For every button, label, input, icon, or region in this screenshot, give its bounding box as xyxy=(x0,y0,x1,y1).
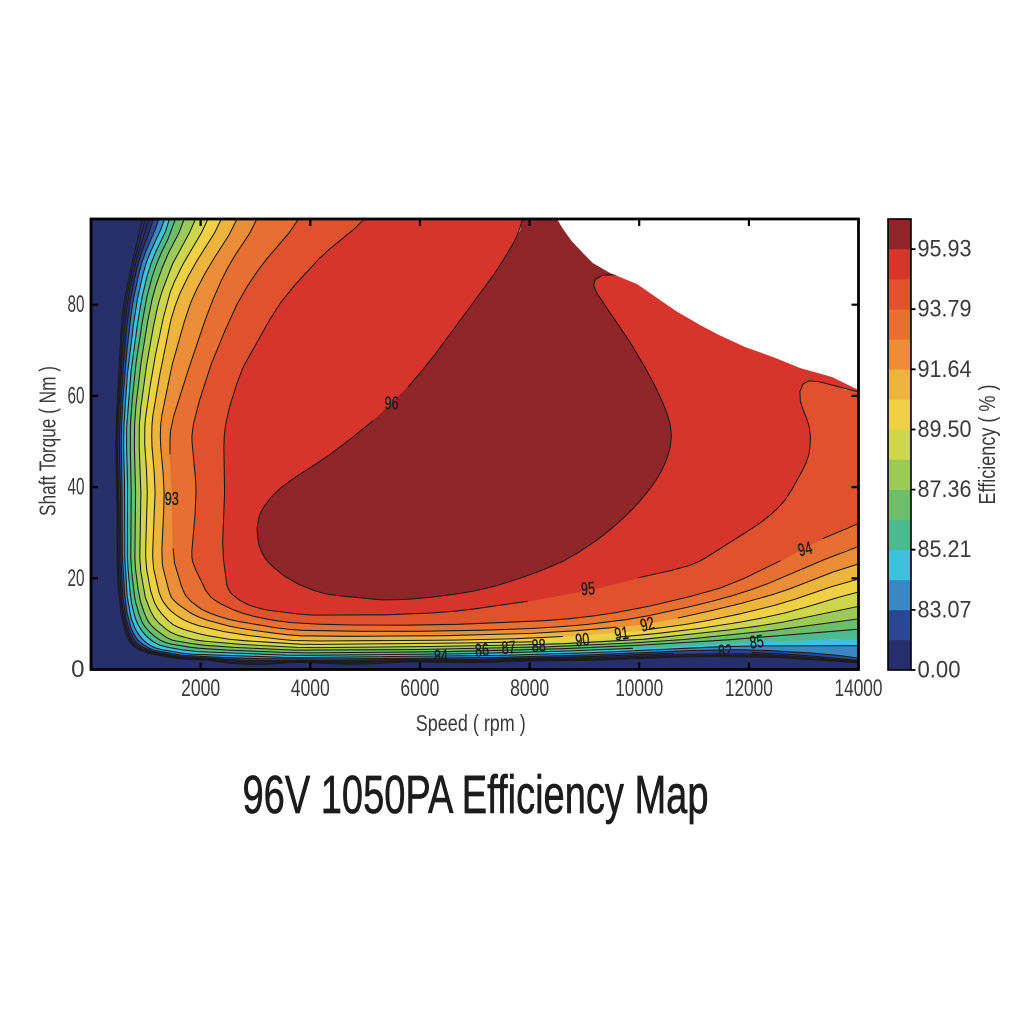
svg-text:91.64: 91.64 xyxy=(918,356,972,383)
svg-text:85: 85 xyxy=(748,631,765,653)
svg-text:86: 86 xyxy=(474,640,489,661)
svg-text:40: 40 xyxy=(68,474,85,501)
svg-text:10000: 10000 xyxy=(615,675,663,702)
svg-text:85.21: 85.21 xyxy=(918,536,972,563)
svg-text:96: 96 xyxy=(385,394,399,414)
svg-text:87.36: 87.36 xyxy=(918,476,972,503)
svg-text:Speed ( rpm ): Speed ( rpm ) xyxy=(416,710,526,736)
svg-text:12000: 12000 xyxy=(725,675,773,702)
svg-text:60: 60 xyxy=(68,382,85,409)
svg-text:80: 80 xyxy=(68,291,85,318)
svg-text:Shaft Torque ( Nm ): Shaft Torque ( Nm ) xyxy=(35,366,61,516)
svg-text:20: 20 xyxy=(68,565,85,592)
svg-text:84: 84 xyxy=(433,646,448,667)
svg-text:0: 0 xyxy=(71,656,84,683)
svg-text:83.07: 83.07 xyxy=(918,596,972,623)
svg-text:95: 95 xyxy=(580,578,595,599)
svg-text:91: 91 xyxy=(613,623,630,645)
svg-text:8000: 8000 xyxy=(510,675,549,702)
svg-text:Efficiency ( % ): Efficiency ( % ) xyxy=(974,385,1000,505)
svg-text:87: 87 xyxy=(501,637,516,658)
svg-text:88: 88 xyxy=(531,635,546,656)
svg-text:90: 90 xyxy=(574,629,590,650)
svg-text:89.50: 89.50 xyxy=(918,416,972,443)
svg-text:95.93: 95.93 xyxy=(918,236,972,263)
svg-text:93.79: 93.79 xyxy=(918,296,972,323)
svg-text:93: 93 xyxy=(165,489,179,509)
svg-text:96V 1050PA Efficiency Map: 96V 1050PA Efficiency Map xyxy=(243,765,709,825)
svg-text:82: 82 xyxy=(717,641,732,662)
svg-text:92: 92 xyxy=(638,613,656,636)
svg-text:94: 94 xyxy=(796,538,814,561)
svg-text:2000: 2000 xyxy=(181,675,220,702)
svg-text:0.00: 0.00 xyxy=(918,657,961,684)
svg-text:6000: 6000 xyxy=(400,675,439,702)
svg-text:4000: 4000 xyxy=(291,675,330,702)
svg-text:14000: 14000 xyxy=(835,675,883,702)
